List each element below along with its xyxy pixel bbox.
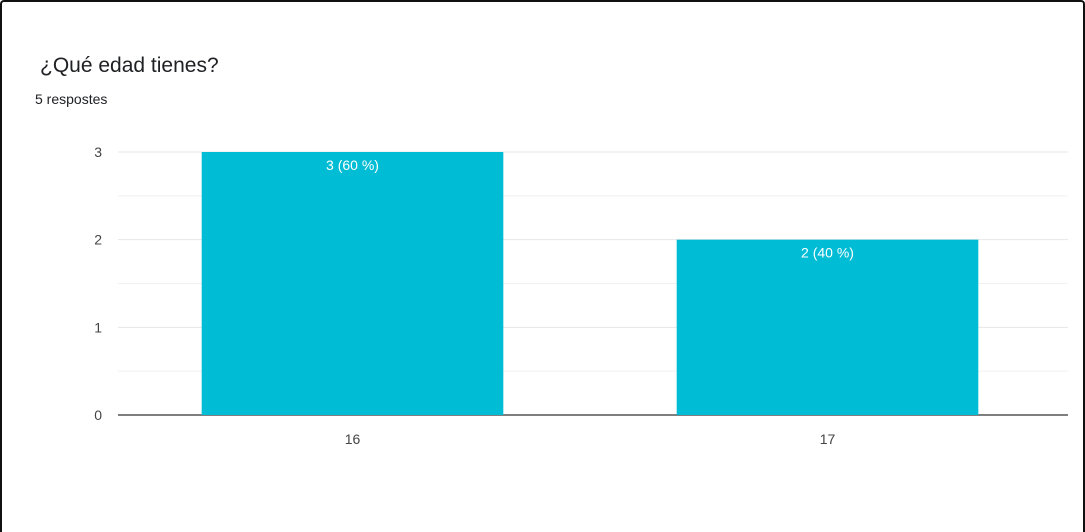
x-tick-label: 17 — [820, 431, 836, 447]
y-tick-label: 0 — [94, 407, 102, 423]
data-label-17: 2 (40 %) — [801, 245, 854, 261]
y-tick-label: 1 — [94, 319, 102, 335]
data-labels: 3 (60 %) 2 (40 %) — [326, 157, 854, 261]
data-label-16: 3 (60 %) — [326, 157, 379, 173]
x-axis-labels: 16 17 — [345, 431, 836, 447]
bars — [201, 152, 979, 415]
response-count: 5 respostes — [35, 91, 108, 107]
y-tick-label: 3 — [94, 144, 102, 160]
bar-17[interactable] — [676, 239, 979, 415]
x-tick-label: 16 — [345, 431, 361, 447]
y-tick-label: 2 — [94, 232, 102, 248]
bar-16[interactable] — [201, 152, 504, 415]
question-title: ¿Qué edad tienes? — [40, 54, 219, 77]
y-axis-labels: 0 1 2 3 — [94, 144, 102, 423]
